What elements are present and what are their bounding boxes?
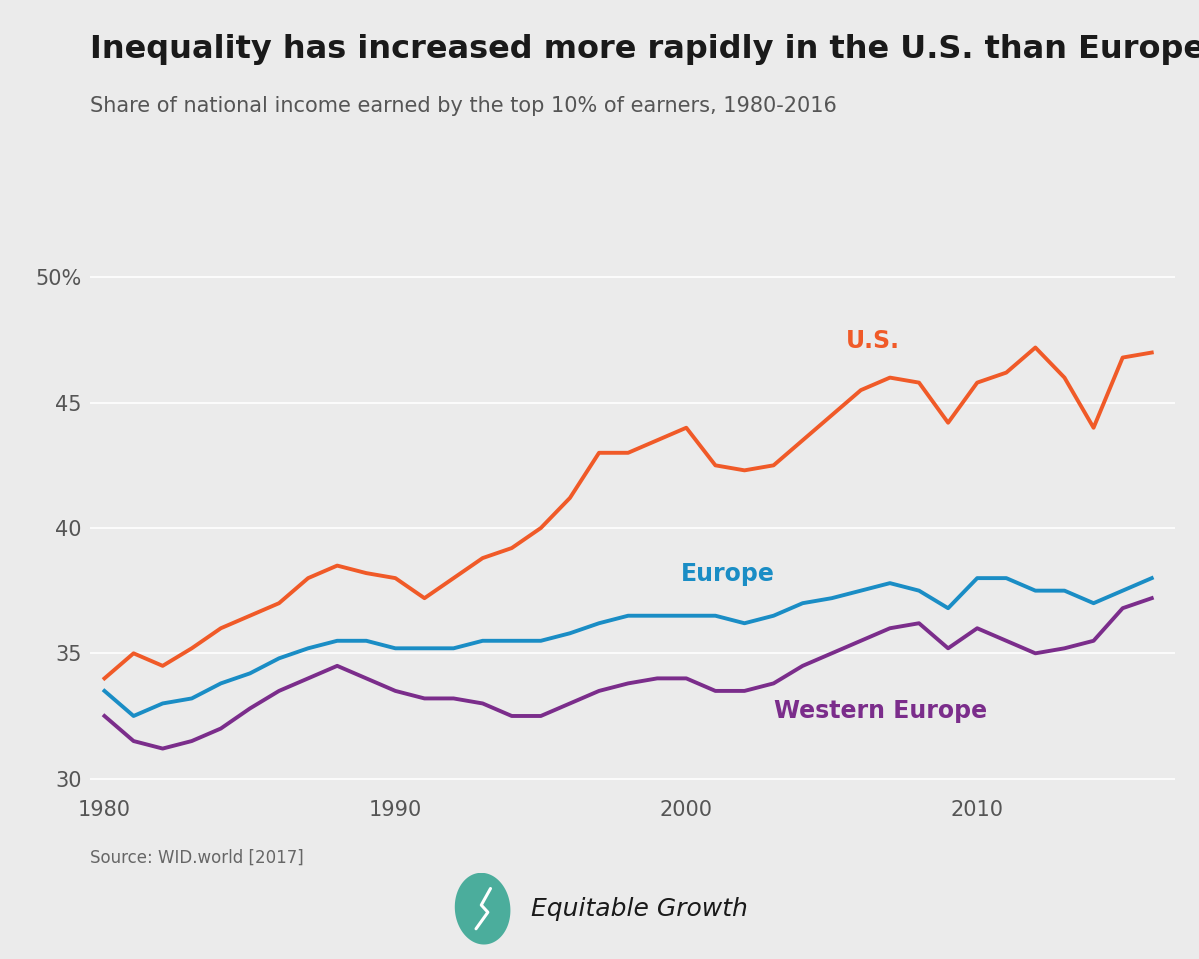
Text: Share of national income earned by the top 10% of earners, 1980-2016: Share of national income earned by the t… xyxy=(90,96,837,116)
Text: U.S.: U.S. xyxy=(846,329,900,353)
Text: Western Europe: Western Europe xyxy=(773,699,987,723)
Text: Europe: Europe xyxy=(681,562,775,586)
Text: Equitable Growth: Equitable Growth xyxy=(531,897,748,922)
Polygon shape xyxy=(454,873,511,945)
Text: Source: WID.world [2017]: Source: WID.world [2017] xyxy=(90,849,303,867)
Text: Inequality has increased more rapidly in the U.S. than Europe: Inequality has increased more rapidly in… xyxy=(90,34,1199,64)
